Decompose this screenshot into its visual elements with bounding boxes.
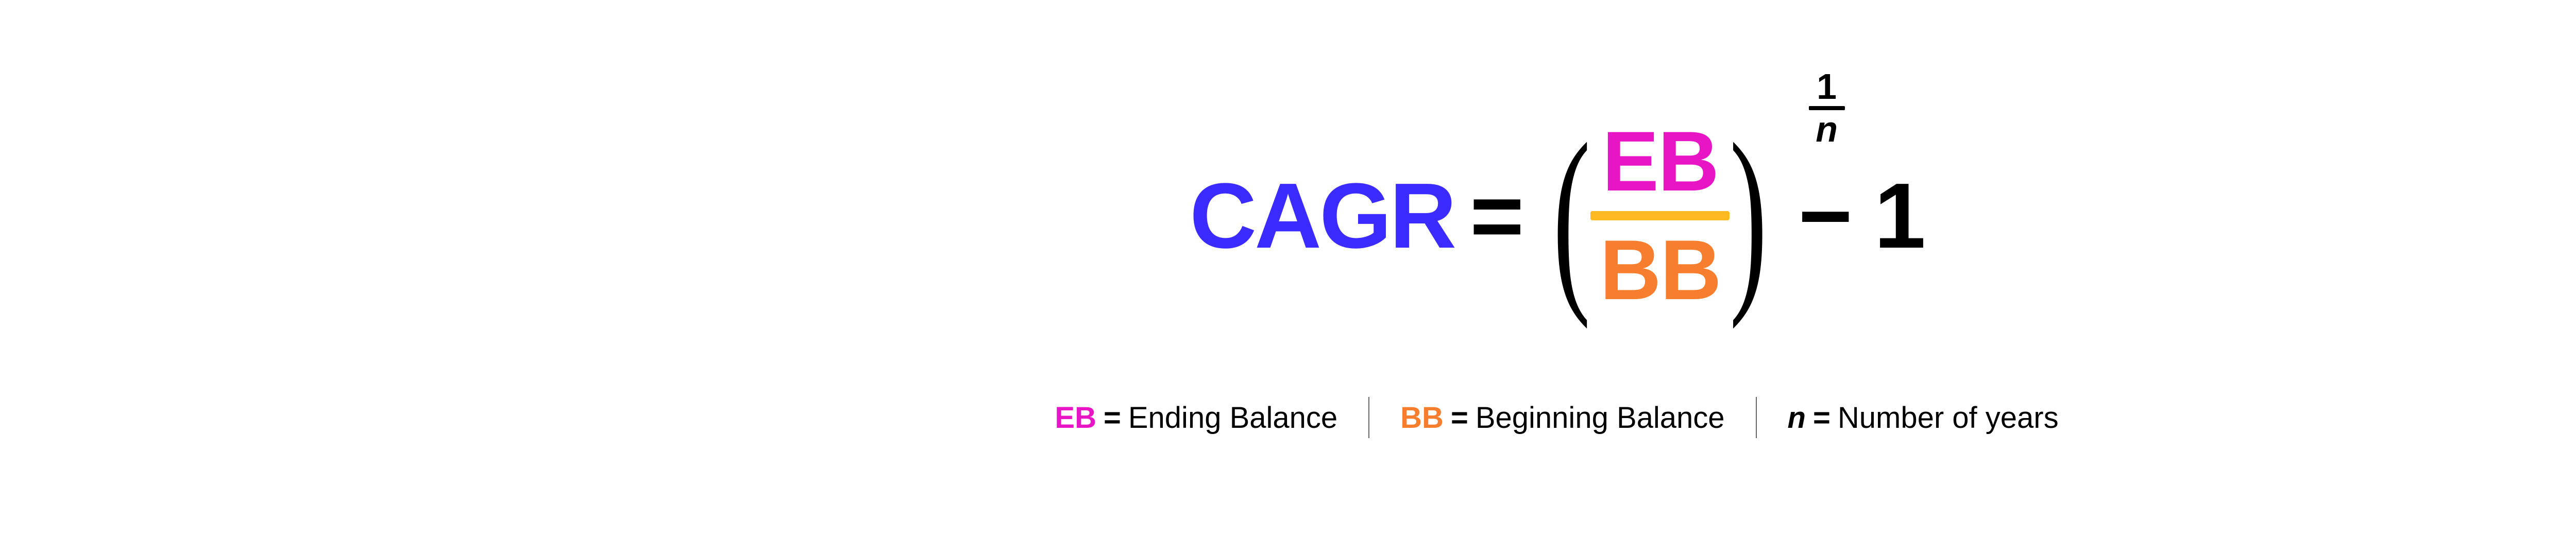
legend-item-eb: EB = Ending Balance — [1055, 401, 1337, 435]
minus-one: − 1 — [1799, 163, 1924, 269]
fraction-group: ( EB BB ) 1 n — [1537, 117, 1783, 315]
legend-item-n: n = Number of years — [1788, 401, 2059, 435]
legend-equals: = — [1451, 401, 1468, 435]
legend-desc: Ending Balance — [1128, 401, 1337, 435]
exponent-numerator: 1 — [1817, 71, 1837, 103]
cagr-formula: CAGR = ( EB BB ) 1 n − 1 — [1190, 117, 1924, 315]
legend-symbol: BB — [1400, 401, 1444, 435]
legend-symbol: EB — [1055, 401, 1096, 435]
right-paren: ) — [1730, 144, 1767, 288]
legend-desc: Beginning Balance — [1476, 401, 1725, 435]
legend-desc: Number of years — [1838, 401, 2059, 435]
cagr-label: CAGR — [1190, 163, 1454, 269]
legend-separator — [1368, 397, 1369, 438]
left-paren: ( — [1553, 144, 1590, 288]
legend-separator — [1756, 397, 1757, 438]
fraction-bar — [1590, 211, 1730, 220]
legend-equals: = — [1813, 401, 1831, 435]
exponent: 1 n — [1809, 71, 1845, 146]
legend-symbol: n — [1788, 401, 1806, 435]
legend: EB = Ending Balance BB = Beginning Balan… — [1055, 397, 2058, 438]
fraction: EB BB — [1590, 117, 1730, 315]
legend-equals: = — [1104, 401, 1121, 435]
fraction-numerator: EB — [1602, 117, 1718, 206]
equals-sign: = — [1470, 163, 1522, 269]
fraction-denominator: BB — [1600, 226, 1720, 315]
legend-item-bb: BB = Beginning Balance — [1400, 401, 1724, 435]
exponent-denominator: n — [1816, 113, 1838, 146]
